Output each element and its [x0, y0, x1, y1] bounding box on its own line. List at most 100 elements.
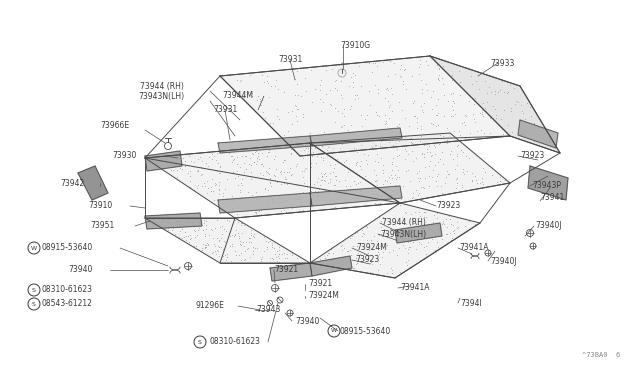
Point [447, 103, 457, 109]
Point [222, 195, 232, 201]
Point [210, 248, 220, 254]
Point [417, 90, 428, 96]
Point [352, 260, 362, 266]
Text: 73943N(LH): 73943N(LH) [138, 92, 184, 100]
Point [237, 239, 248, 245]
Point [317, 177, 327, 183]
Point [195, 219, 205, 225]
Point [486, 89, 497, 95]
Point [240, 197, 250, 203]
Point [185, 178, 195, 184]
Point [246, 227, 256, 233]
Point [401, 221, 412, 227]
Point [506, 105, 516, 111]
Point [274, 259, 284, 264]
Point [252, 157, 262, 163]
Point [470, 78, 481, 84]
Polygon shape [78, 166, 108, 200]
Point [499, 89, 509, 95]
Point [234, 230, 244, 236]
Point [395, 66, 405, 72]
Point [197, 247, 207, 253]
Point [235, 189, 245, 195]
Point [358, 251, 369, 257]
Point [239, 214, 250, 219]
Point [264, 150, 275, 155]
Point [362, 161, 372, 167]
Point [360, 173, 370, 179]
Point [230, 176, 241, 182]
Text: 7394l: 7394l [460, 298, 482, 308]
Point [214, 224, 225, 230]
Point [475, 110, 485, 116]
Point [433, 141, 444, 147]
Point [434, 64, 444, 70]
Point [380, 136, 390, 142]
Point [251, 189, 261, 195]
Point [421, 58, 431, 64]
Point [212, 150, 223, 156]
Point [332, 156, 342, 162]
Point [518, 137, 528, 142]
Point [292, 68, 302, 74]
Point [321, 147, 332, 153]
Point [438, 220, 448, 226]
Point [368, 142, 378, 148]
Point [386, 192, 396, 198]
Point [224, 218, 234, 224]
Point [378, 135, 388, 141]
Point [387, 175, 397, 181]
Point [262, 246, 272, 252]
Point [377, 131, 387, 137]
Point [232, 154, 242, 160]
Point [408, 190, 418, 196]
Point [400, 209, 410, 215]
Point [374, 214, 384, 220]
Point [283, 109, 293, 115]
Point [185, 184, 195, 190]
Point [385, 58, 395, 64]
Point [244, 254, 255, 260]
Point [264, 165, 274, 171]
Point [346, 106, 356, 112]
Point [241, 246, 252, 252]
Point [216, 235, 226, 241]
Point [300, 75, 310, 81]
Point [320, 256, 330, 262]
Point [477, 111, 487, 117]
Text: 73923: 73923 [436, 202, 460, 211]
Point [294, 208, 305, 214]
Point [403, 238, 413, 244]
Point [355, 188, 365, 194]
Point [342, 169, 353, 174]
Point [320, 178, 330, 184]
Point [394, 234, 404, 240]
Point [467, 178, 477, 184]
Point [326, 247, 336, 253]
Point [325, 136, 335, 142]
Point [380, 273, 390, 279]
Point [207, 250, 218, 256]
Point [279, 132, 289, 138]
Point [314, 138, 324, 144]
Point [401, 168, 412, 174]
Point [330, 119, 340, 125]
Point [451, 135, 461, 141]
Point [299, 180, 309, 186]
Point [423, 240, 433, 246]
Point [417, 86, 427, 92]
Point [438, 135, 449, 141]
Point [266, 83, 276, 89]
Point [327, 65, 337, 71]
Point [291, 113, 301, 119]
Point [442, 171, 452, 177]
Point [454, 128, 464, 134]
Point [432, 183, 442, 189]
Point [372, 249, 383, 255]
Point [486, 172, 497, 178]
Point [346, 103, 356, 109]
Point [490, 106, 500, 112]
Point [412, 115, 422, 121]
Point [161, 156, 171, 162]
Point [213, 244, 223, 250]
